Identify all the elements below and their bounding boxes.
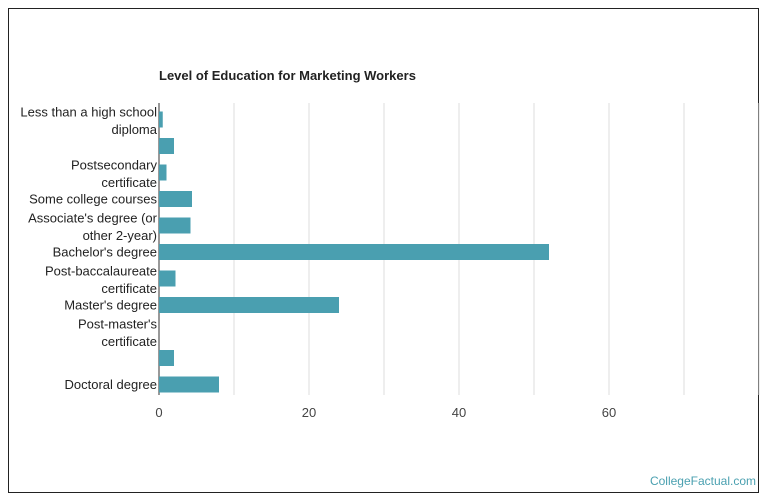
bar[interactable]: [159, 217, 191, 234]
category-label: Associate's degree (or other 2-year): [28, 211, 158, 244]
category-label: Postsecondary certificate: [71, 158, 157, 191]
bars: [159, 111, 549, 393]
x-tick-label: 40: [452, 405, 466, 420]
category-label: Bachelor's degree: [53, 245, 157, 260]
category-label: Doctoral degree: [65, 377, 158, 392]
category-label: Less than a high school diploma: [20, 105, 157, 138]
bar[interactable]: [159, 138, 174, 154]
category-label: Post-master's certificate: [78, 317, 158, 350]
chart-title: Level of Education for Marketing Workers: [159, 68, 416, 83]
bar[interactable]: [159, 376, 219, 393]
x-axis-tick-labels: 0 20 40 60: [155, 405, 616, 420]
x-tick-label: 0: [155, 405, 162, 420]
bar[interactable]: [159, 297, 339, 313]
x-tick-label: 20: [302, 405, 316, 420]
bar[interactable]: [159, 244, 549, 260]
bar[interactable]: [159, 191, 192, 207]
bar[interactable]: [159, 350, 174, 366]
x-tick-label: 60: [602, 405, 616, 420]
bar[interactable]: [159, 164, 167, 181]
bar[interactable]: [159, 111, 163, 128]
category-label: Master's degree: [64, 298, 157, 313]
category-label: Some college courses: [29, 192, 157, 207]
category-labels: Less than a high school diploma Postsecond…: [20, 105, 157, 393]
bar[interactable]: [159, 270, 176, 287]
category-label: Post-baccalaureate certificate: [45, 264, 157, 297]
source-watermark[interactable]: CollegeFactual.com: [649, 474, 756, 488]
